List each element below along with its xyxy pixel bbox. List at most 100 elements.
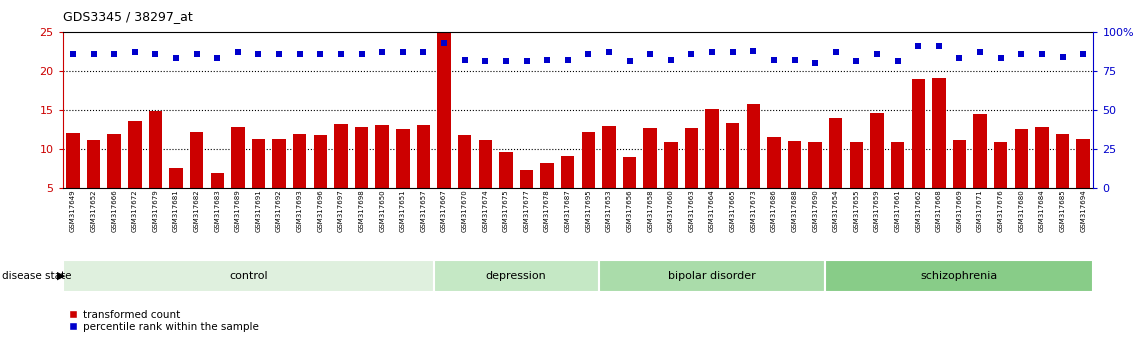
- Point: [621, 59, 639, 64]
- Bar: [437, 33, 451, 227]
- Bar: [107, 134, 121, 227]
- Point: [580, 51, 598, 57]
- Point: [970, 49, 989, 55]
- Bar: [582, 132, 595, 227]
- Point: [208, 56, 227, 61]
- Point: [744, 48, 762, 53]
- Text: ▶: ▶: [57, 271, 65, 281]
- Point: [476, 59, 494, 64]
- Point: [456, 57, 474, 63]
- Point: [888, 59, 907, 64]
- Bar: [63, 260, 434, 292]
- Point: [929, 43, 948, 49]
- Point: [827, 49, 845, 55]
- Point: [497, 59, 515, 64]
- Bar: [355, 127, 368, 227]
- Point: [868, 51, 886, 57]
- Point: [517, 59, 535, 64]
- Point: [806, 60, 825, 66]
- Text: schizophrenia: schizophrenia: [920, 271, 998, 281]
- Point: [786, 57, 804, 63]
- Text: control: control: [229, 271, 268, 281]
- Bar: [891, 142, 904, 227]
- Bar: [190, 132, 204, 227]
- Bar: [519, 170, 533, 227]
- Point: [558, 57, 576, 63]
- Point: [600, 49, 618, 55]
- Point: [1074, 51, 1092, 57]
- Point: [270, 51, 288, 57]
- Point: [188, 51, 206, 57]
- Bar: [1035, 127, 1049, 227]
- Text: depression: depression: [486, 271, 547, 281]
- Bar: [1015, 129, 1029, 227]
- Point: [992, 56, 1010, 61]
- Bar: [911, 79, 925, 227]
- Point: [331, 51, 350, 57]
- Point: [167, 56, 186, 61]
- Bar: [685, 129, 698, 227]
- Point: [1013, 51, 1031, 57]
- Bar: [746, 103, 760, 227]
- Point: [415, 49, 433, 55]
- Bar: [768, 137, 780, 227]
- Point: [1033, 51, 1051, 57]
- Legend: transformed count, percentile rank within the sample: transformed count, percentile rank withi…: [68, 310, 260, 332]
- Point: [703, 49, 721, 55]
- Bar: [994, 142, 1007, 227]
- Point: [662, 57, 680, 63]
- Point: [229, 49, 247, 55]
- Point: [249, 51, 268, 57]
- Point: [84, 51, 103, 57]
- Point: [64, 51, 82, 57]
- Bar: [128, 121, 141, 227]
- Bar: [603, 126, 616, 227]
- Point: [311, 51, 329, 57]
- Point: [641, 51, 659, 57]
- Text: GDS3345 / 38297_at: GDS3345 / 38297_at: [63, 10, 192, 23]
- Point: [682, 51, 700, 57]
- Bar: [974, 114, 986, 227]
- Text: disease state: disease state: [2, 271, 72, 281]
- Point: [290, 51, 309, 57]
- Point: [146, 51, 164, 57]
- Bar: [705, 109, 719, 227]
- Point: [909, 43, 927, 49]
- Bar: [788, 141, 801, 227]
- Bar: [1076, 138, 1090, 227]
- Point: [435, 40, 453, 46]
- Bar: [1056, 134, 1070, 227]
- Point: [847, 59, 866, 64]
- Point: [723, 49, 741, 55]
- Bar: [396, 129, 410, 227]
- Bar: [499, 152, 513, 227]
- Point: [538, 57, 556, 63]
- Point: [394, 49, 412, 55]
- Bar: [664, 142, 678, 227]
- Bar: [478, 140, 492, 227]
- Bar: [66, 133, 80, 227]
- Bar: [952, 140, 966, 227]
- Bar: [826, 260, 1093, 292]
- Bar: [726, 123, 739, 227]
- Bar: [376, 125, 388, 227]
- Bar: [870, 113, 884, 227]
- Point: [125, 49, 144, 55]
- Bar: [313, 136, 327, 227]
- Bar: [623, 157, 637, 227]
- Point: [950, 56, 968, 61]
- Bar: [458, 136, 472, 227]
- Bar: [850, 142, 863, 227]
- Point: [374, 49, 392, 55]
- Point: [1054, 54, 1072, 59]
- Bar: [540, 164, 554, 227]
- Bar: [293, 134, 306, 227]
- Bar: [231, 127, 245, 227]
- Point: [105, 51, 123, 57]
- Bar: [809, 142, 822, 227]
- Bar: [829, 118, 843, 227]
- Bar: [434, 260, 599, 292]
- Bar: [334, 124, 347, 227]
- Bar: [211, 173, 224, 227]
- Text: bipolar disorder: bipolar disorder: [669, 271, 756, 281]
